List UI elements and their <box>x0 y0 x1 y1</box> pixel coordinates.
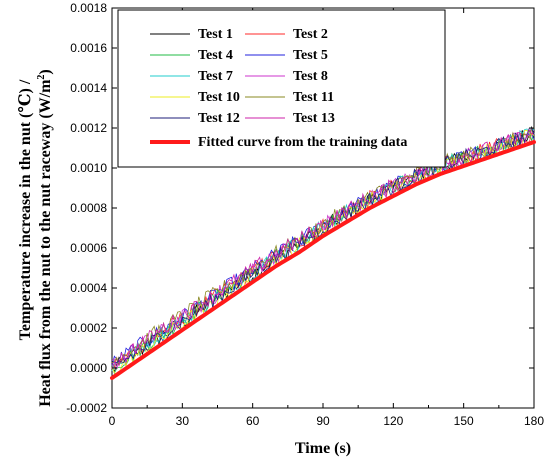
y-tick-label: 0.0016 <box>70 41 107 55</box>
y-axis-title-line1: Temperature increase in the nut (℃) / <box>17 79 34 340</box>
fitted-curve-line <box>110 140 536 380</box>
y-axis-title-line2: Heat flux from the nut to the nut racewa… <box>36 69 54 407</box>
y-axis-title-close: ) <box>37 69 54 74</box>
x-tick-label: 90 <box>316 414 330 428</box>
y-tick-label: 0.0012 <box>70 121 107 135</box>
series-line-test-2 <box>111 132 535 369</box>
series-line-test-13 <box>111 129 535 370</box>
y-tick-label: 0.0014 <box>70 81 107 95</box>
y-axis-title-line2-main: Heat flux from the nut to the nut racewa… <box>37 79 54 407</box>
legend-label: Test 10 <box>198 90 240 105</box>
y-tick-label: 0.0018 <box>70 1 107 15</box>
legend-label: Test 11 <box>293 90 334 105</box>
y-axis-title-line2-group: Heat flux from the nut to the nut racewa… <box>36 69 54 407</box>
legend-label: Test 4 <box>198 48 233 63</box>
x-axis-title: Time (s) <box>295 440 351 457</box>
legend-label: Test 1 <box>198 27 233 42</box>
y-tick-label: 0.0008 <box>70 201 107 215</box>
legend-label: Test 2 <box>293 27 328 42</box>
series-line-test-11 <box>111 127 535 367</box>
legend-label: Test 12 <box>198 111 240 126</box>
legend-label: Test 5 <box>293 48 328 63</box>
legend-label: Test 8 <box>293 69 328 84</box>
x-tick-label: 120 <box>383 414 403 428</box>
legend: Test 1 Test 2 Test 4 Test 5 Test 7 Test 8 Test… <box>117 9 446 168</box>
y-tick-label: -0.0002 <box>66 401 107 415</box>
y-axis-ticks: -0.0002 0.0000 0.0002 0.0004 0.0006 0.0008 0.0… <box>66 1 534 415</box>
y-tick-label: 0.0004 <box>70 281 107 295</box>
legend-label: Test 7 <box>198 69 233 84</box>
y-tick-label: 0.0000 <box>70 361 107 375</box>
y-axis-title-superscript: 2 <box>36 75 47 80</box>
x-tick-label: 150 <box>454 414 474 428</box>
x-tick-label: 30 <box>176 414 190 428</box>
series-line-test-12 <box>111 127 535 364</box>
y-tick-label: 0.0010 <box>70 161 107 175</box>
legend-label: Test 13 <box>293 111 335 126</box>
x-tick-label: 60 <box>246 414 260 428</box>
x-tick-label: 180 <box>524 414 544 428</box>
y-axis-title-line1-group: Temperature increase in the nut (℃) / <box>17 79 34 340</box>
legend-label-fitted: Fitted curve from the training data <box>198 135 407 150</box>
x-tick-label: 0 <box>109 414 116 428</box>
y-tick-label: 0.0006 <box>70 241 107 255</box>
y-tick-label: 0.0002 <box>70 321 107 335</box>
